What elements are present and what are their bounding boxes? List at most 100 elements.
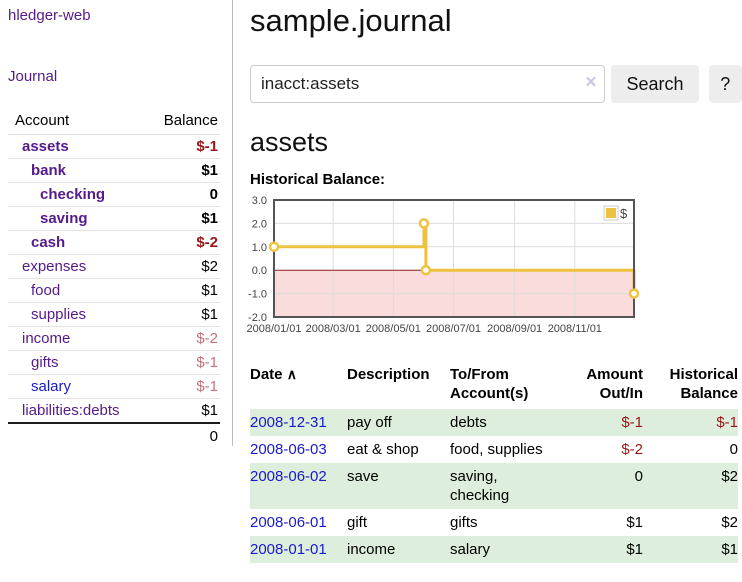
account-balance: $1 [201, 210, 218, 227]
transaction-accounts: saving, checking [450, 468, 510, 504]
search-input[interactable] [250, 65, 606, 103]
transaction-date-link[interactable]: 2008-01-01 [250, 541, 327, 558]
svg-text:2008/07/01: 2008/07/01 [426, 323, 481, 335]
account-row[interactable]: cash $-2 [8, 231, 220, 255]
app-title-link[interactable]: hledger-web [8, 7, 91, 24]
svg-text:2008/05/01: 2008/05/01 [366, 323, 421, 335]
transaction-amount: $1 [626, 514, 643, 531]
account-heading: assets [250, 127, 329, 157]
account-balance: $1 [201, 402, 218, 419]
description-column-header: Description [347, 366, 430, 383]
transaction-row[interactable]: 2008-06-02 save saving, checking 0 $2 [250, 463, 738, 509]
search-input-wrap: × [250, 65, 606, 103]
transaction-description: gift [347, 514, 368, 531]
svg-text:0.0: 0.0 [252, 265, 267, 277]
y-axis-labels: 3.0 2.0 1.0 0.0 -1.0 -2.0 [248, 195, 267, 324]
x-axis-labels: 2008/01/01 2008/03/01 2008/05/01 2008/07/01… [246, 323, 601, 335]
account-link[interactable]: bank [31, 162, 67, 179]
account-row[interactable]: gifts $-1 [8, 351, 220, 375]
register-header-row: Date ∧ Description To/From Account(s) Am… [250, 363, 738, 409]
chart-title: Historical Balance: [250, 171, 386, 188]
account-row[interactable]: food $1 [8, 279, 220, 303]
account-row[interactable]: liabilities:debts $1 [8, 399, 220, 423]
account-row[interactable]: bank $1 [8, 159, 220, 183]
transaction-row[interactable]: 2008-01-01 income salary $1 $1 [250, 536, 738, 563]
transaction-balance: 0 [729, 441, 738, 458]
transaction-amount: $1 [626, 541, 643, 558]
transaction-row[interactable]: 2008-06-03 eat & shop food, supplies $-2… [250, 436, 738, 463]
transaction-accounts: salary [450, 541, 491, 558]
search-form: × Search ? [250, 65, 742, 103]
account-balance: $-1 [196, 138, 218, 155]
transaction-balance: $1 [721, 541, 738, 558]
balance-column-header: Balance [148, 108, 220, 135]
sidebar-item-journal[interactable]: Journal [8, 68, 58, 85]
account-row[interactable]: salary $-1 [8, 375, 220, 399]
date-column-header[interactable]: Date ∧ [250, 366, 297, 383]
account-balance: $1 [201, 282, 218, 299]
transaction-date-link[interactable]: 2008-12-31 [250, 414, 327, 431]
account-balance: $-2 [196, 234, 218, 251]
transaction-row[interactable]: 2008-12-31 pay off debts $-1 $-1 [250, 409, 738, 436]
transaction-date-link[interactable]: 2008-06-01 [250, 514, 327, 531]
clear-search-icon[interactable]: × [585, 72, 597, 93]
chart-legend: $ [603, 205, 628, 221]
account-row[interactable]: checking 0 [8, 183, 220, 207]
transaction-date-link[interactable]: 2008-06-02 [250, 468, 327, 485]
svg-text:1.0: 1.0 [252, 242, 267, 254]
svg-text:2.0: 2.0 [252, 218, 267, 230]
account-link[interactable]: salary [31, 378, 72, 395]
transaction-description: save [347, 468, 379, 485]
account-balance: $-1 [196, 378, 218, 395]
transaction-description: income [347, 541, 396, 558]
account-link[interactable]: cash [31, 234, 66, 251]
data-points [268, 218, 640, 299]
account-balance: $1 [201, 306, 218, 323]
transaction-accounts: gifts [450, 514, 478, 531]
svg-text:-1.0: -1.0 [248, 289, 267, 301]
transaction-description: pay off [347, 414, 392, 431]
account-balance: $-2 [196, 330, 218, 347]
transaction-balance: $2 [721, 514, 738, 531]
search-help-button[interactable]: ? [708, 65, 742, 103]
main-content: sample.journal × Search ? assets Histori… [246, 0, 742, 563]
accounts-table-header: Account Balance [8, 108, 220, 135]
account-balance: $1 [201, 162, 218, 179]
account-row[interactable]: assets $-1 [8, 135, 220, 159]
transaction-amount: $-1 [621, 414, 643, 431]
account-row[interactable]: income $-2 [8, 327, 220, 351]
svg-text:2008/01/01: 2008/01/01 [246, 323, 301, 335]
transaction-amount: 0 [634, 468, 643, 485]
app-title: hledger-web [8, 7, 232, 24]
account-link[interactable]: saving [40, 210, 88, 227]
svg-text:2008/03/01: 2008/03/01 [306, 323, 361, 335]
account-row[interactable]: supplies $1 [8, 303, 220, 327]
account-link[interactable]: income [22, 330, 71, 347]
svg-text:3.0: 3.0 [252, 195, 267, 207]
account-row[interactable]: saving $1 [8, 207, 220, 231]
chart-container: $3.0 2.0 1.0 0.0 -1.0 -2.0 2008/01/01 2008/03/0… [242, 195, 742, 343]
accounts-total-balance: 0 [209, 428, 218, 445]
search-button[interactable]: Search [611, 65, 699, 103]
account-balance: $2 [201, 258, 218, 275]
accounts-total-row: 0 [8, 423, 220, 449]
account-link[interactable]: liabilities:debts [22, 402, 120, 419]
accounts-table: Account Balance assets $-1 bank $1 check… [8, 108, 220, 449]
svg-text:2008/11/01: 2008/11/01 [548, 323, 602, 335]
transaction-description: eat & shop [347, 441, 419, 458]
balance-column-header-register: Historical Balance [669, 366, 738, 402]
account-link[interactable]: food [31, 282, 61, 299]
amount-column-header: Amount Out/In [586, 366, 643, 402]
transaction-row[interactable]: 2008-06-01 gift gifts $1 $2 [250, 509, 738, 536]
account-link[interactable]: expenses [22, 258, 87, 275]
page-title: sample.journal [250, 3, 452, 38]
account-link[interactable]: supplies [31, 306, 87, 323]
transaction-date-link[interactable]: 2008-06-03 [250, 441, 327, 458]
account-link[interactable]: checking [40, 186, 106, 203]
account-row[interactable]: expenses $2 [8, 255, 220, 279]
account-balance: $-1 [196, 354, 218, 371]
account-link[interactable]: gifts [31, 354, 59, 371]
account-link[interactable]: assets [22, 138, 69, 155]
account-column-header: Account [8, 108, 149, 135]
